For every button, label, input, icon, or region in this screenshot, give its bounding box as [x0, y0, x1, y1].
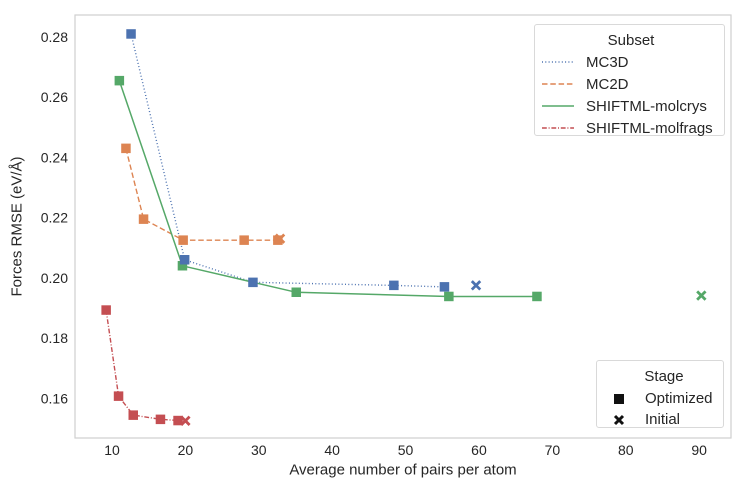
x-marker-icon: [609, 413, 629, 427]
marker-square-MC2D: [121, 143, 131, 154]
marker-square-SHIFTML-molcrys: [177, 261, 188, 271]
legend-entry-mc3d: MC3D: [542, 51, 720, 73]
series-line-MC3D: [130, 33, 445, 288]
legend-label: MC3D: [586, 53, 629, 71]
x-tick-label: 60: [471, 442, 487, 458]
legend-entry-mc2d: MC2D: [542, 73, 720, 95]
line-sample-mc3d-icon: [542, 61, 574, 63]
legend-entry-shiftml-molcrys: SHIFTML-molcrys: [542, 95, 720, 117]
legend-subset: Subset MC3D MC2D SHIFTML-molcrys SHIFTML…: [534, 24, 725, 136]
marker-square-MC3D: [439, 282, 450, 292]
y-tick-label: 0.20: [41, 270, 68, 286]
x-tick-label: 10: [104, 442, 120, 458]
y-tick-label: 0.16: [41, 390, 68, 406]
marker-square-SHIFTML-molfrags: [113, 391, 124, 401]
line-sample-molcrys-icon: [542, 105, 574, 107]
marker-square-MC3D: [126, 29, 136, 39]
marker-square-SHIFTML-molfrags: [155, 414, 166, 425]
legend-label: SHIFTML-molfrags: [586, 119, 713, 137]
marker-square-SHIFTML-molcrys: [532, 291, 542, 302]
marker-square-MC2D: [239, 235, 249, 245]
marker-square-SHIFTML-molcrys: [114, 75, 125, 86]
marker-square-MC3D: [248, 277, 258, 288]
legend-label: SHIFTML-molcrys: [586, 97, 707, 115]
legend-label: Optimized: [645, 390, 713, 407]
x-axis-label: Average number of pairs per atom: [289, 462, 516, 479]
marker-square-SHIFTML-molfrags: [101, 305, 111, 315]
legend-subset-title: Subset: [607, 31, 655, 49]
marker-x-SHIFTML-molfrags: [180, 415, 191, 427]
marker-square-SHIFTML-molcrys: [444, 291, 454, 302]
marker-square-MC3D: [389, 280, 399, 291]
marker-square-MC3D: [179, 255, 190, 265]
y-tick-label: 0.24: [41, 149, 68, 165]
marker-square-MC2D: [138, 214, 149, 224]
x-tick-label: 70: [545, 442, 561, 458]
legend-stage: Stage Optimized Initial: [596, 360, 724, 428]
x-tick-label: 90: [691, 442, 707, 458]
line-sample-mc2d-icon: [542, 83, 574, 85]
legend-label: MC2D: [586, 75, 629, 93]
marker-square-SHIFTML-molcrys: [291, 287, 301, 297]
line-sample-molfrags-icon: [542, 127, 574, 129]
x-tick-label: 30: [251, 442, 267, 458]
marker-square-SHIFTML-molfrags: [173, 415, 183, 426]
legend-entry-optimized: Optimized: [609, 388, 719, 409]
legend-entry-initial: Initial: [609, 409, 719, 430]
y-tick-label: 0.28: [41, 29, 68, 45]
y-tick-label: 0.26: [41, 89, 68, 105]
legend-label: Initial: [645, 411, 681, 428]
plot-area-border: [74, 14, 732, 439]
x-tick-label: 80: [618, 442, 634, 458]
legend-stage-title: Stage: [644, 367, 684, 385]
series-line-MC2D: [125, 148, 278, 241]
y-tick-label: 0.22: [41, 210, 68, 226]
y-axis-label: Forces RMSE (eV/Å): [9, 156, 26, 296]
y-tick-label: 0.18: [41, 330, 68, 346]
marker-x-SHIFTML-molcrys: [696, 290, 707, 301]
x-tick-label: 20: [178, 442, 194, 458]
marker-square-SHIFTML-molfrags: [128, 410, 138, 420]
x-tick-label: 40: [324, 442, 340, 458]
square-marker-icon: [609, 392, 629, 406]
marker-square-MC2D: [178, 235, 188, 245]
marker-x-MC2D: [274, 233, 286, 244]
series-line-SHIFTML-molfrags: [105, 309, 179, 422]
x-tick-label: 50: [398, 442, 414, 458]
marker-x-MC3D: [470, 280, 482, 291]
legend-entry-shiftml-molfrags: SHIFTML-molfrags: [542, 117, 720, 139]
